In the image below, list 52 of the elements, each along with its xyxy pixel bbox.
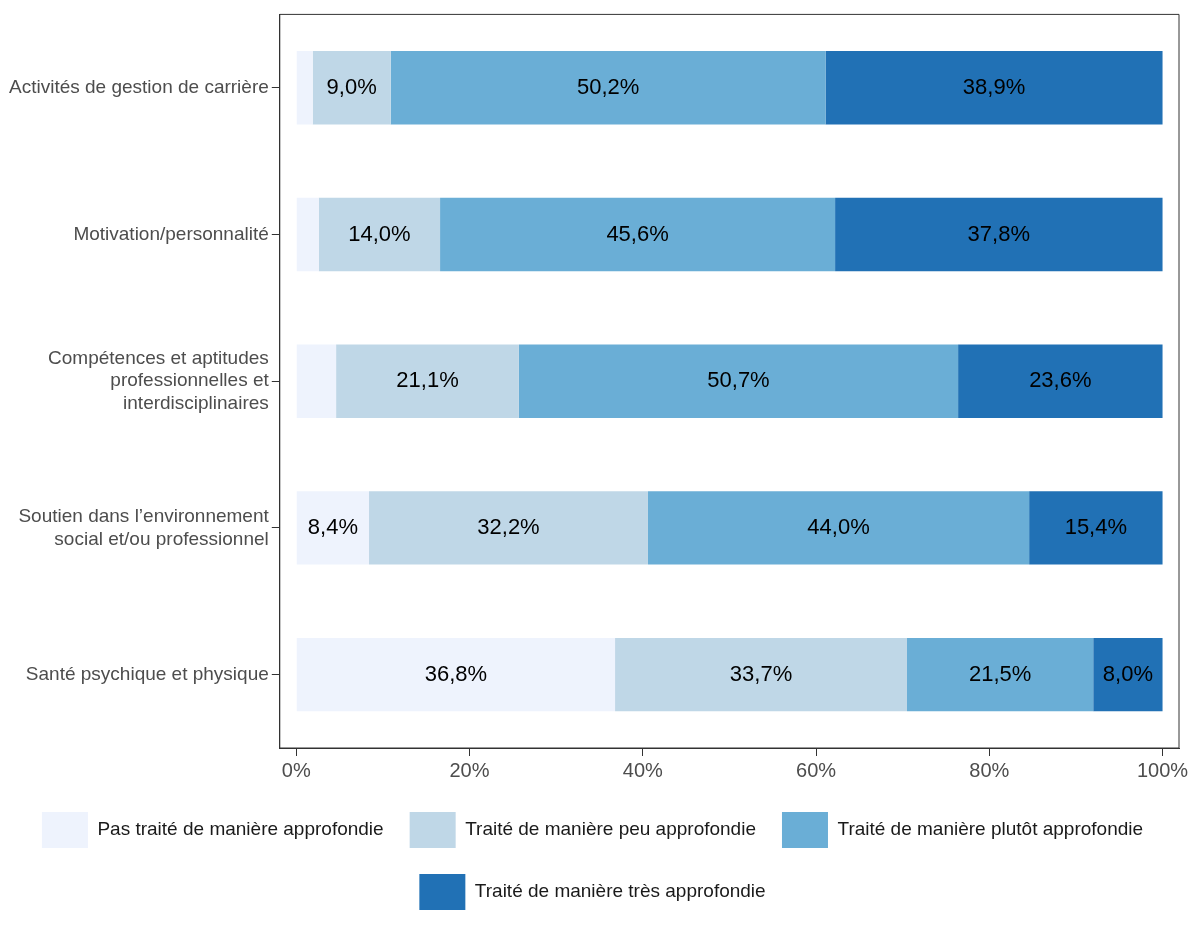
bar bbox=[647, 491, 1030, 565]
bar bbox=[296, 344, 337, 418]
data-label: 38,9% bbox=[962, 73, 1026, 99]
bar bbox=[615, 637, 907, 712]
bar bbox=[440, 197, 836, 272]
bar bbox=[390, 51, 826, 125]
bar bbox=[835, 197, 1163, 272]
bar bbox=[825, 51, 1163, 125]
bar bbox=[906, 637, 1094, 712]
bar bbox=[296, 51, 313, 125]
y-tick-label: Soutien dans l’environnement social et/ou professionnel bbox=[18, 504, 270, 549]
data-label: 44,0% bbox=[807, 513, 870, 539]
data-label: 45,6% bbox=[606, 220, 669, 246]
data-label: 14,0% bbox=[348, 220, 411, 246]
bar bbox=[296, 197, 319, 272]
data-label: 15,4% bbox=[1064, 513, 1128, 539]
data-label: 37,8% bbox=[967, 220, 1031, 246]
data-label: 32,2% bbox=[477, 513, 540, 539]
bar bbox=[296, 491, 370, 565]
bar bbox=[1029, 491, 1163, 565]
bar bbox=[369, 491, 648, 565]
bar bbox=[336, 344, 519, 418]
legend-label: Traité de manière très approfondie bbox=[474, 880, 766, 902]
data-label: 50,2% bbox=[576, 73, 640, 99]
data-label: 8,4% bbox=[307, 513, 358, 539]
legend-label: Traité de manière peu approfondie bbox=[465, 818, 756, 840]
data-label: 23,6% bbox=[1029, 367, 1092, 393]
bar bbox=[296, 637, 616, 712]
x-tick-label: 40% bbox=[622, 758, 663, 781]
x-tick-label: 60% bbox=[796, 758, 837, 781]
y-tick-label: Motivation/personnalité bbox=[73, 222, 269, 244]
x-tick-label: 20% bbox=[449, 758, 490, 781]
data-label: 50,7% bbox=[707, 367, 770, 393]
bar bbox=[958, 344, 1163, 418]
bar bbox=[518, 344, 959, 418]
y-tick-label: Activités de gestion de carrière bbox=[9, 75, 269, 97]
data-label: 8,0% bbox=[1102, 660, 1153, 686]
data-label: 9,0% bbox=[326, 73, 377, 99]
x-tick-label: 0% bbox=[281, 758, 311, 781]
x-tick-label: 80% bbox=[969, 758, 1010, 781]
data-label: 21,5% bbox=[968, 660, 1032, 686]
data-label: 21,1% bbox=[396, 367, 459, 393]
y-tick-label: Santé psychique et physique bbox=[25, 662, 269, 684]
data-label: 36,8% bbox=[424, 660, 488, 686]
x-tick-label: 100% bbox=[1136, 758, 1189, 781]
bar bbox=[1093, 637, 1163, 712]
legend-label: Pas traité de manière approfondie bbox=[97, 818, 384, 840]
data-label: 33,7% bbox=[729, 660, 793, 686]
legend-label: Traité de manière plutôt approfondie bbox=[837, 818, 1144, 840]
bar bbox=[312, 51, 391, 125]
bar bbox=[318, 197, 441, 272]
y-tick-label: Compétences et aptitudes professionnelles et interdisciplinaires bbox=[48, 346, 270, 414]
